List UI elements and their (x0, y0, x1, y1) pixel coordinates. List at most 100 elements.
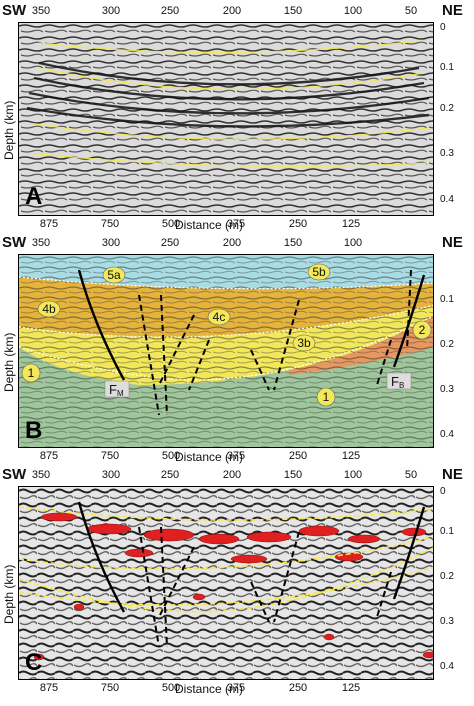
panel-letter-b: B (25, 417, 43, 444)
top-tick-c: 100 (343, 469, 363, 481)
distance-axis-label-a: Distance (m) (175, 218, 244, 232)
top-tick-b: 350 (31, 237, 51, 249)
fault-dashed (376, 571, 392, 618)
depth-axis-label-c: Depth (km) (2, 564, 16, 624)
unit-marker-4c (207, 308, 231, 326)
depth-tick-b: 0.1 (440, 294, 454, 305)
fault-dashed (273, 531, 300, 623)
fault-label-fm: FM (109, 382, 124, 398)
top-tick-b: 250 (160, 237, 180, 249)
unit-marker-5a (102, 266, 126, 284)
fault-dashed (158, 314, 195, 386)
horizon-yellow (19, 547, 433, 613)
fault-label-fb: FB (391, 374, 404, 390)
bottom-tick-b: 125 (341, 450, 361, 462)
interpretation-image-b: 5a 5b 4b 4c 3b 2 1 1 FM FB (19, 255, 433, 447)
top-tick-b: 150 (283, 237, 303, 249)
bottom-tick-c: 250 (288, 682, 308, 694)
top-tick-a: 150 (283, 5, 303, 17)
depth-tick-a: 0.1 (440, 62, 454, 73)
depth-axis-label-b: Depth (km) (2, 332, 16, 392)
fault-dashed (406, 269, 412, 351)
panel-letter-a: A (25, 183, 43, 210)
ne-label-a: NE (442, 2, 463, 19)
fault-dashed (138, 526, 160, 648)
depth-tick-a: 0 (440, 22, 446, 33)
fault-dashed (158, 546, 195, 618)
top-tick-c: 200 (222, 469, 242, 481)
depth-tick-c: 0.3 (440, 616, 454, 627)
bottom-tick-c: 125 (341, 682, 361, 694)
depth-tick-c: 0.2 (440, 571, 454, 582)
sw-label-a: SW (2, 2, 27, 19)
bottom-tick-a: 125 (341, 218, 361, 230)
bottom-tick-b: 250 (288, 450, 308, 462)
unit-label: 4c (213, 310, 226, 324)
unit-marker-4b (37, 300, 61, 318)
top-tick-a: 100 (343, 5, 363, 17)
top-tick-b: 100 (343, 237, 363, 249)
bottom-tick-c: 875 (39, 682, 59, 694)
unit-label: 1 (28, 366, 35, 380)
fault-dashed (250, 581, 270, 623)
fault-dashed (273, 299, 300, 391)
unit-label: 5a (107, 268, 121, 282)
bottom-tick-c: 750 (100, 682, 120, 694)
interpreted-panel-b: 5a 5b 4b 4c 3b 2 1 1 FM FB B (18, 254, 434, 448)
attribute-image-c (19, 487, 433, 679)
unit-marker-2 (412, 320, 432, 340)
top-tick-c: 50 (404, 469, 418, 481)
bottom-tick-b: 375 (226, 450, 246, 462)
unit-label: 4b (42, 302, 56, 316)
top-tick-a: 300 (101, 5, 121, 17)
bottom-tick-a: 375 (226, 218, 246, 230)
unit-marker-1-right (316, 387, 336, 407)
unit-label: 1 (323, 390, 330, 404)
seismic-image-a (19, 23, 433, 215)
fault-dashed (160, 526, 168, 648)
depth-tick-b: 0.2 (440, 339, 454, 350)
horizon-yellow (19, 506, 433, 521)
fault-dashed (188, 339, 210, 391)
depth-tick-c: 0.4 (440, 661, 454, 672)
bottom-tick-a: 250 (288, 218, 308, 230)
horizon-top-3 (19, 304, 433, 338)
top-tick-a: 50 (404, 5, 418, 17)
bottom-tick-b: 500 (161, 450, 181, 462)
fault-dashed (250, 349, 270, 391)
top-tick-a: 350 (31, 5, 51, 17)
unit-marker-3b (292, 334, 316, 352)
depth-tick-c: 0.1 (440, 526, 454, 537)
top-tick-c: 350 (31, 469, 51, 481)
fault-dashed (160, 294, 168, 416)
ne-label-c: NE (442, 466, 463, 483)
bottom-tick-a: 750 (100, 218, 120, 230)
ne-label-b: NE (442, 234, 463, 251)
fault-fm (77, 269, 126, 381)
top-tick-c: 300 (101, 469, 121, 481)
depth-tick-b: 0.3 (440, 384, 454, 395)
horizon-top-4 (19, 276, 433, 290)
depth-tick-a: 0.3 (440, 148, 454, 159)
bottom-tick-c: 375 (226, 682, 246, 694)
bottom-tick-b: 875 (39, 450, 59, 462)
bottom-tick-a: 875 (39, 218, 59, 230)
panel-letter-c: C (25, 649, 43, 676)
depth-tick-b: 0.4 (440, 429, 454, 440)
depth-tick-a: 0.4 (440, 194, 454, 205)
fault-fm (77, 501, 126, 613)
horizon-yellow (19, 536, 433, 570)
top-tick-c: 250 (160, 469, 180, 481)
sw-label-b: SW (2, 234, 27, 251)
distance-axis-label-c: Distance (m) (175, 682, 244, 696)
top-tick-b: 200 (222, 237, 242, 249)
bottom-tick-c: 500 (161, 682, 181, 694)
unit-label: 5b (312, 265, 326, 279)
top-tick-c: 150 (283, 469, 303, 481)
unit-label: 3b (297, 336, 311, 350)
depth-axis-label-a: Depth (km) (2, 100, 16, 160)
attribute-panel-c: C (18, 486, 434, 680)
horizon-yellow (19, 566, 433, 606)
bottom-tick-b: 750 (100, 450, 120, 462)
sw-label-c: SW (2, 466, 27, 483)
